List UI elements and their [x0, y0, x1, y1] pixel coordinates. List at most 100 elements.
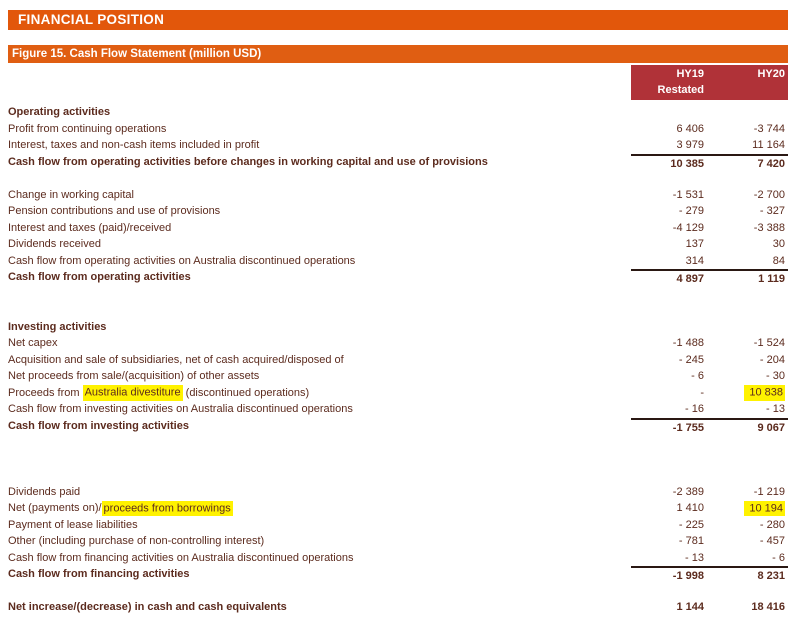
cell-value: - 457	[759, 535, 785, 547]
column-header-line1: HY19 HY20	[631, 66, 788, 82]
table-row: Net capex -1 488 -1 524	[8, 335, 788, 352]
row-values: -1 998 8 231	[631, 566, 788, 583]
cell-value: -1 755	[672, 421, 704, 434]
row-label: Net capex	[8, 335, 631, 352]
cell-hy20: 7 420	[704, 156, 788, 171]
table-row: Acquisition and sale of subsidiaries, ne…	[8, 352, 788, 369]
cell-hy20: 18 416	[704, 599, 788, 616]
cell-hy20: - 280	[704, 517, 788, 534]
cell-value: -1 998	[672, 570, 704, 582]
row-label: Net proceeds from sale/(acquisition) of …	[8, 368, 631, 385]
cell-hy20: -1 219	[704, 484, 788, 501]
row-label: Operating activities	[8, 104, 631, 121]
row-label: Change in working capital	[8, 187, 631, 204]
label-text: Net proceeds from sale/(acquisition) of …	[8, 370, 260, 382]
table-row: Cash flow from financing activities -1 99…	[8, 566, 788, 583]
row-label: Proceeds from Australia divestiture (dis…	[8, 385, 631, 402]
table-row: Dividends paid -2 389 -1 219	[8, 484, 788, 501]
cell-value: -2 700	[753, 188, 785, 201]
row-values: - 279 - 327	[631, 203, 788, 220]
row-values: 1 144 18 416	[631, 599, 788, 616]
cell-value: - 280	[759, 518, 785, 531]
table-row: Cash flow from operating activities on A…	[8, 253, 788, 270]
label-text: Payment of lease liabilities	[8, 518, 138, 531]
label-text: Acquisition and sale of subsidiaries, ne…	[8, 353, 344, 366]
col-header-hy20: HY20	[757, 68, 785, 80]
highlight: 10 194	[744, 500, 785, 516]
cell-value: -2 389	[672, 485, 704, 498]
cell-hy19: 6 406	[631, 121, 704, 138]
row-values: - 16 - 13	[631, 401, 788, 418]
table-row: Dividends received 137 30	[8, 236, 788, 253]
row-label: Cash flow from investing activities	[8, 418, 631, 435]
figure-caption: Figure 15. Cash Flow Statement (million …	[12, 48, 262, 60]
cell-hy20: -3 388	[704, 220, 788, 237]
label-text: Operating activities	[8, 106, 111, 118]
row-values: -1 531 -2 700	[631, 187, 788, 204]
cell-hy19: 1 144	[631, 599, 704, 616]
cell-value: 11 164	[752, 139, 785, 151]
row-values: -1 488 -1 524	[631, 335, 788, 352]
column-header-line2: Restated	[631, 82, 788, 98]
cell-hy20: 30	[704, 236, 788, 253]
row-label: Profit from continuing operations	[8, 121, 631, 138]
col-header-hy20-line2	[704, 82, 788, 98]
cell-hy20: -1 524	[704, 335, 788, 352]
table-row: Interest, taxes and non-cash items inclu…	[8, 137, 788, 154]
spacer-row	[8, 583, 788, 600]
row-values: - 781 - 457	[631, 533, 788, 550]
cell-hy19: - 225	[631, 517, 704, 534]
highlight: 10 838	[744, 385, 785, 401]
row-label: Cash flow from operating activities on A…	[8, 253, 631, 270]
row-values: 10 385 7 420	[631, 153, 788, 171]
cell-value: -1 219	[753, 485, 785, 498]
row-values: 314 84	[631, 253, 788, 270]
cell-hy20: - 204	[704, 352, 788, 369]
label-text: Cash flow from operating activities	[8, 271, 191, 283]
cell-hy20: 11 164	[704, 137, 788, 154]
cell-value: 84	[772, 254, 785, 267]
cell-value: 1 144	[676, 601, 704, 613]
spacer-row	[8, 286, 788, 319]
cell-hy20: 10 838	[704, 385, 788, 402]
table-row: Operating activities	[8, 104, 788, 121]
table-row: Cash flow from operating activities befo…	[8, 153, 788, 171]
cell-hy20: - 13	[704, 401, 788, 418]
label-text: Interest and taxes (paid)/received	[8, 221, 172, 234]
row-values: - 245 - 204	[631, 352, 788, 369]
row-values	[631, 104, 788, 121]
table-rows: Operating activities Profit from continui…	[8, 104, 788, 616]
label-text: Cash flow from financing activities on A…	[8, 551, 354, 564]
cell-value: - 781	[678, 535, 704, 547]
row-label: Interest and taxes (paid)/received	[8, 220, 631, 237]
cell-hy20: 84	[704, 253, 788, 270]
label-text: Cash flow from financing activities	[8, 568, 190, 580]
label-text: Net (payments on)/	[8, 502, 102, 514]
label-text: Net capex	[8, 337, 58, 349]
cell-hy20	[704, 104, 788, 121]
table-row: Other (including purchase of non-control…	[8, 533, 788, 550]
row-label: Cash flow from operating activities	[8, 269, 631, 286]
table-row: Pension contributions and use of provisi…	[8, 203, 788, 220]
cell-value: 314	[685, 254, 704, 267]
row-label: Interest, taxes and non-cash items inclu…	[8, 137, 631, 154]
cell-value: - 225	[678, 518, 704, 531]
table-row: Cash flow from financing activities on A…	[8, 550, 788, 567]
table-row: Cash flow from investing activities on A…	[8, 401, 788, 418]
cell-hy20: - 457	[704, 533, 788, 550]
row-label: Net (payments on)/proceeds from borrowin…	[8, 500, 631, 517]
cell-value: -1 524	[753, 337, 785, 349]
cell-hy19: 137	[631, 236, 704, 253]
cell-hy19	[631, 319, 704, 336]
row-label: Dividends paid	[8, 484, 631, 501]
section-title-banner: FINANCIAL POSITION	[8, 10, 788, 30]
section-title: FINANCIAL POSITION	[18, 12, 165, 27]
table-row: Net increase/(decrease) in cash and cash…	[8, 599, 788, 616]
label-text: (discontinued operations)	[182, 386, 310, 399]
spacer-row	[8, 434, 788, 484]
cell-value: 8 231	[757, 570, 785, 582]
cell-hy19: - 245	[631, 352, 704, 369]
row-label: Other (including purchase of non-control…	[8, 533, 631, 550]
cell-value: 30	[772, 238, 785, 250]
highlight: Australia divestiture	[82, 385, 183, 401]
